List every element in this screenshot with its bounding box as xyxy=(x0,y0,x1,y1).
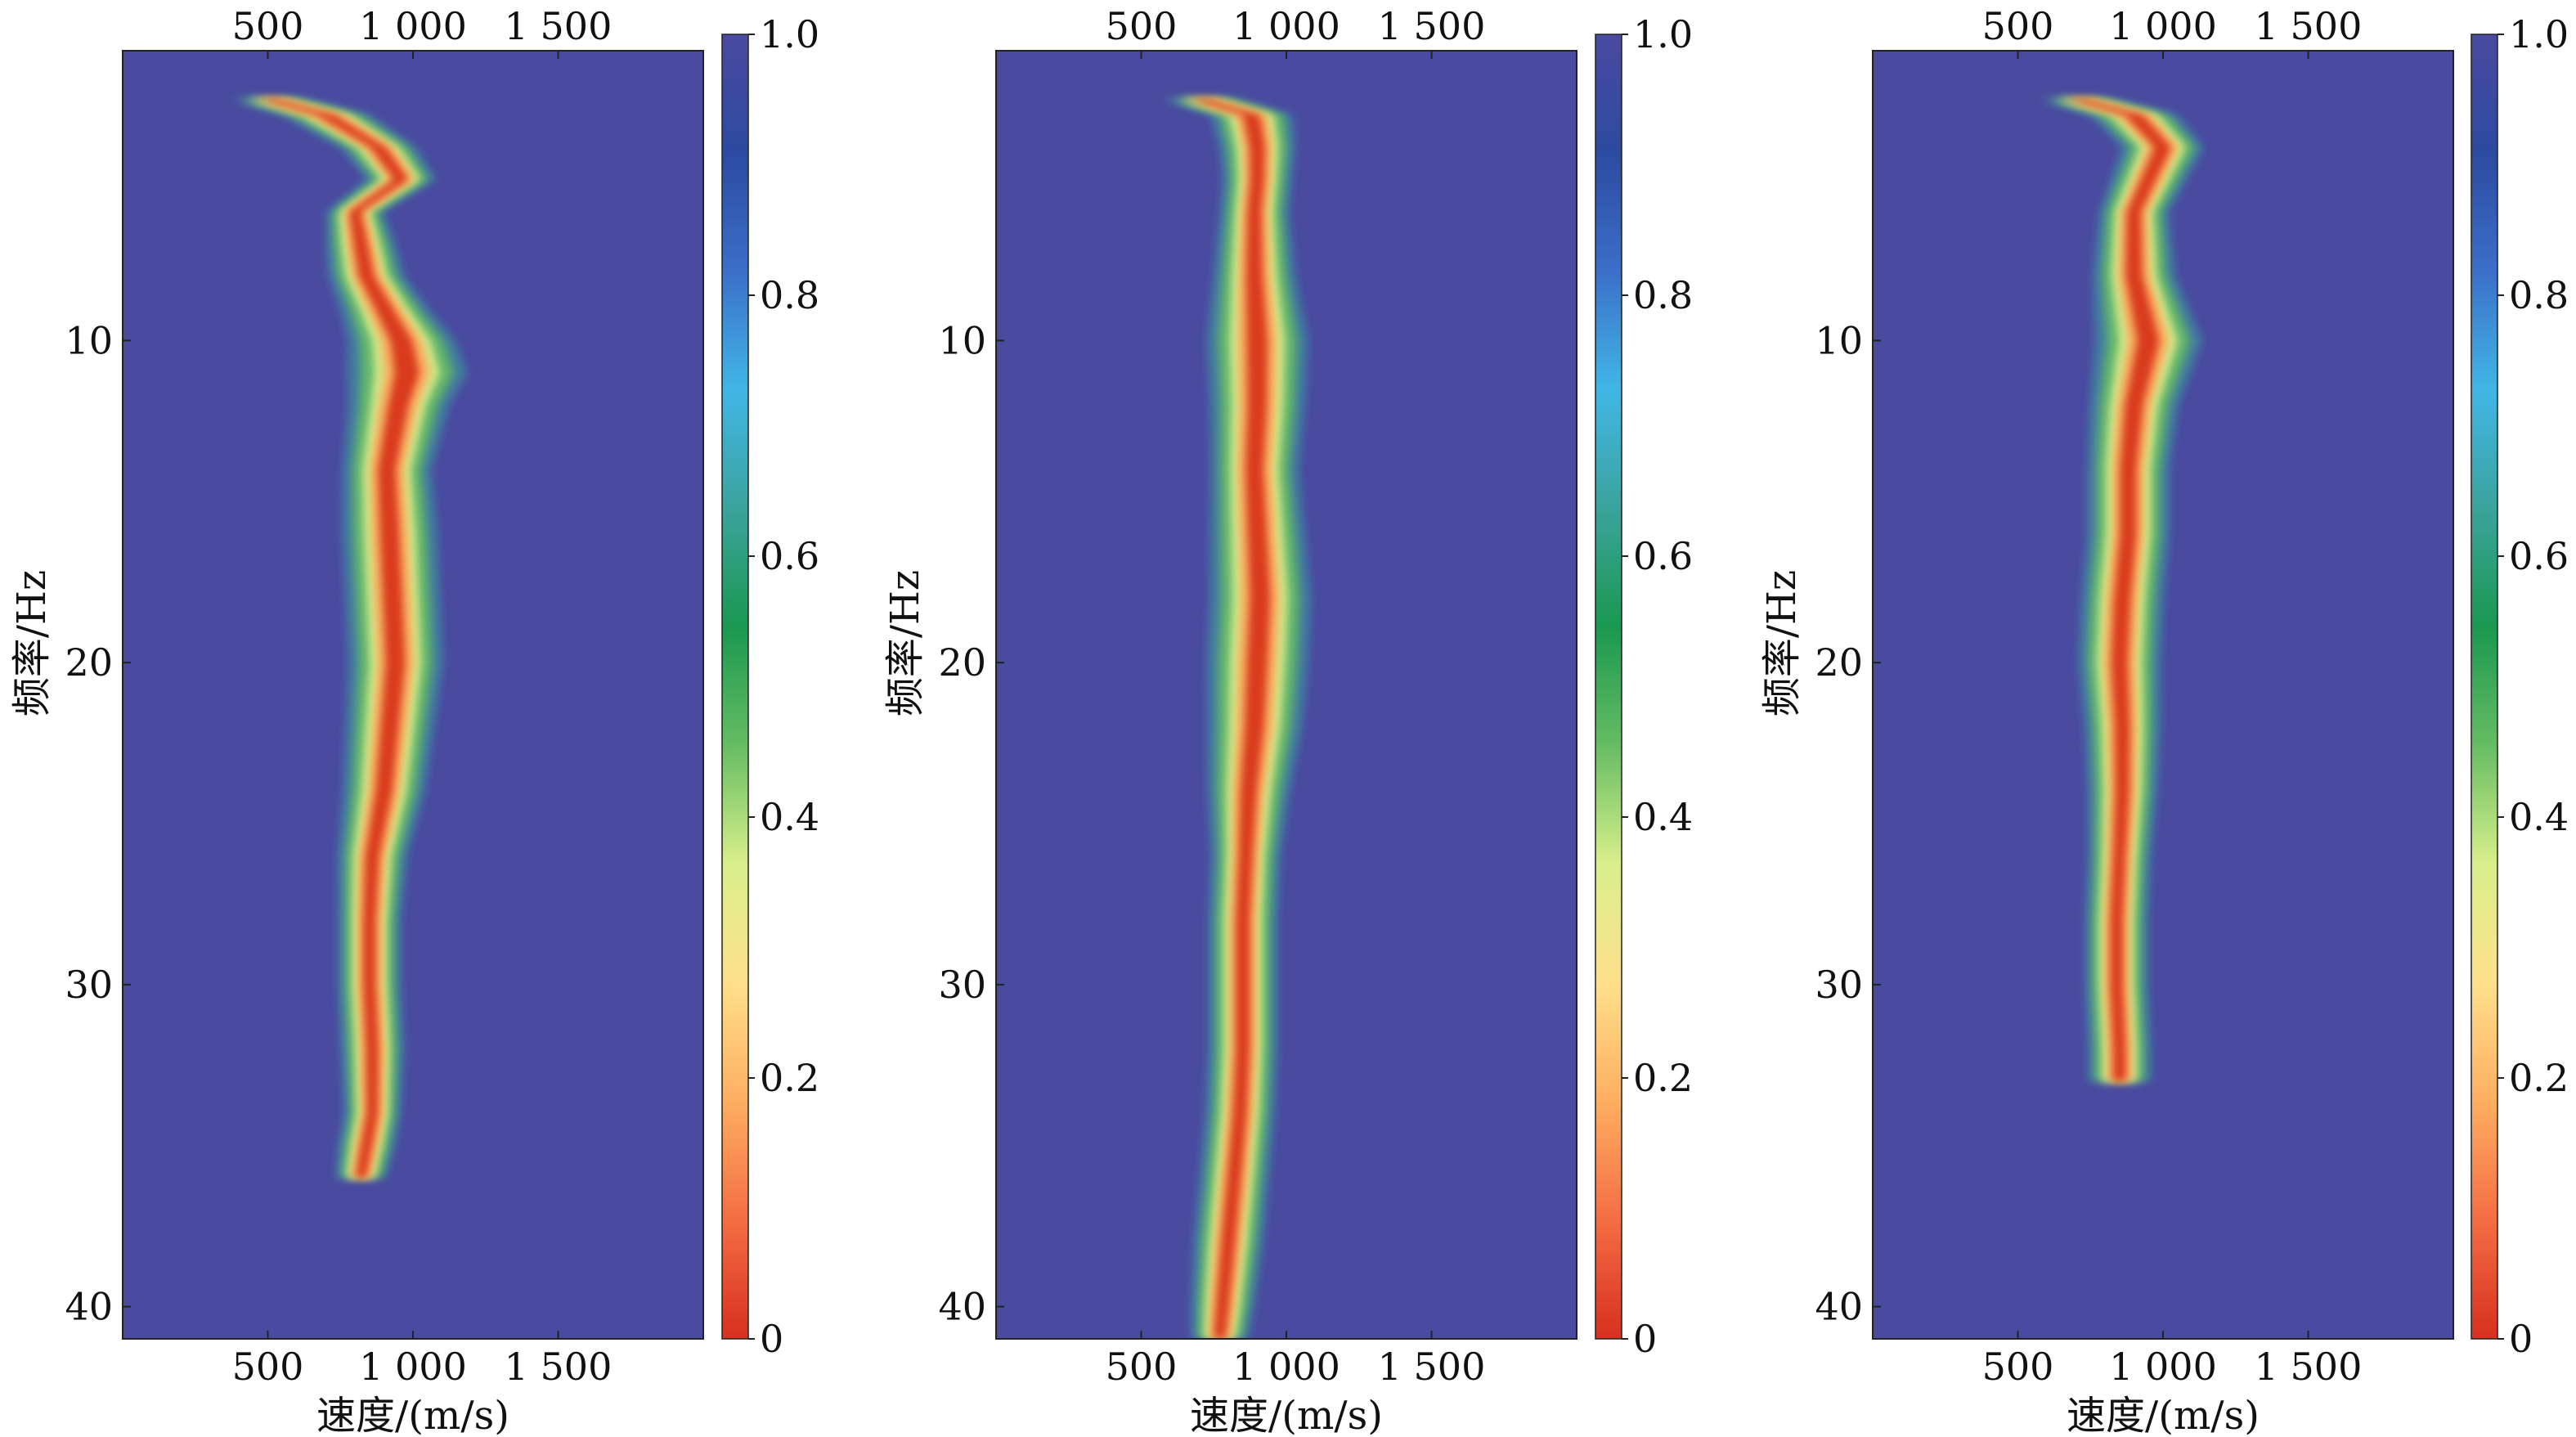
y-tick-label: 30 xyxy=(65,963,113,1007)
colorbar-tick-label: 0 xyxy=(1633,1317,1657,1361)
x-tick-label: 500 xyxy=(1982,1345,2054,1389)
colorbar-tick-label: 0.8 xyxy=(1633,273,1693,317)
x-tick-label-top: 1 500 xyxy=(1378,4,1486,48)
dispersion-panel-3: 500 500 1 000 1 000 1 500 1 500 10 20 30 40 速度/(m/… xyxy=(1759,4,2569,1437)
colorbar-tick-label: 0.4 xyxy=(2509,795,2569,839)
ridge-band-5 xyxy=(2067,99,2172,1082)
y-axis-label: 频率/Hz xyxy=(1759,570,1805,716)
y-tick-label: 30 xyxy=(938,963,986,1007)
x-tick-label-top: 1 000 xyxy=(359,4,467,48)
colorbar-gradient xyxy=(721,34,749,1340)
colorbar-tick-label: 1.0 xyxy=(760,12,819,56)
colorbar-tick-label: 0.6 xyxy=(760,534,819,578)
x-tick-label-top: 1 500 xyxy=(505,4,613,48)
y-tick-label: 10 xyxy=(65,318,113,362)
y-tick-label: 30 xyxy=(1815,963,1863,1007)
y-tick-label: 40 xyxy=(65,1285,113,1329)
ridge-band-5 xyxy=(1191,99,1271,1339)
x-tick-label: 1 000 xyxy=(2109,1345,2217,1389)
x-tick-label: 1 500 xyxy=(1378,1345,1486,1389)
y-tick-label: 20 xyxy=(1815,640,1863,685)
x-axis-label: 速度/(m/s) xyxy=(316,1393,509,1437)
dispersion-panel-2: 500 500 1 000 1 000 1 500 1 500 10 20 30 40 速度/(m/… xyxy=(882,4,1693,1437)
colorbar-tick-label: 1.0 xyxy=(2509,12,2569,56)
colorbar-tick-label: 1.0 xyxy=(1633,12,1693,56)
colorbar-tick-label: 0 xyxy=(2509,1317,2533,1361)
ridge-band-5 xyxy=(259,99,420,1179)
x-axis-label: 速度/(m/s) xyxy=(1190,1393,1383,1437)
y-tick-label: 10 xyxy=(938,318,986,362)
colorbar-tick-label: 0.6 xyxy=(2509,534,2569,578)
x-tick-label-top: 500 xyxy=(1106,4,1178,48)
x-tick-label-top: 1 500 xyxy=(2255,4,2363,48)
dispersion-panel-1: 500 500 1 000 1 000 1 500 1 500 10 20 30 40 速度/(m/… xyxy=(9,4,819,1437)
x-tick-label: 1 500 xyxy=(2255,1345,2363,1389)
colorbar-tick-label: 0.8 xyxy=(2509,273,2569,317)
y-axis-label: 频率/Hz xyxy=(882,570,928,716)
ridge-band-4 xyxy=(253,99,431,1179)
x-tick-label: 1 000 xyxy=(359,1345,467,1389)
colorbar: 0 0.2 0.4 0.6 0.8 1.0 xyxy=(1595,12,1693,1361)
x-tick-label-top: 1 000 xyxy=(2109,4,2217,48)
y-axis-label: 频率/Hz xyxy=(9,570,55,716)
y-tick-label: 10 xyxy=(1815,318,1863,362)
x-tick-label: 1 000 xyxy=(1232,1345,1340,1389)
colorbar-tick-label: 0.4 xyxy=(1633,795,1693,839)
colorbar-tick-label: 0.8 xyxy=(760,273,819,317)
x-tick-label-top: 500 xyxy=(1982,4,2054,48)
x-tick-label: 500 xyxy=(1106,1345,1178,1389)
colorbar-tick-label: 0.4 xyxy=(760,795,819,839)
x-tick-label-top: 1 000 xyxy=(1232,4,1340,48)
colorbar-tick-label: 0.2 xyxy=(1633,1056,1693,1100)
y-tick-label: 20 xyxy=(938,640,986,685)
colorbar-gradient xyxy=(2471,34,2498,1340)
colorbar-tick-label: 0.2 xyxy=(760,1056,819,1100)
y-tick-label: 40 xyxy=(938,1285,986,1329)
colorbar-tick-label: 0.2 xyxy=(2509,1056,2569,1100)
x-axis-label: 速度/(m/s) xyxy=(2067,1393,2260,1437)
y-tick-label: 40 xyxy=(1815,1285,1863,1329)
x-tick-label-top: 500 xyxy=(232,4,304,48)
colorbar-tick-label: 0.6 xyxy=(1633,534,1693,578)
x-tick-label: 500 xyxy=(232,1345,304,1389)
x-tick-label: 1 500 xyxy=(505,1345,613,1389)
colorbar-tick-label: 0 xyxy=(760,1317,783,1361)
colorbar: 0 0.2 0.4 0.6 0.8 1.0 xyxy=(2471,12,2569,1361)
colorbar: 0 0.2 0.4 0.6 0.8 1.0 xyxy=(721,12,819,1361)
y-tick-label: 20 xyxy=(65,640,113,685)
colorbar-gradient xyxy=(1595,34,1622,1340)
